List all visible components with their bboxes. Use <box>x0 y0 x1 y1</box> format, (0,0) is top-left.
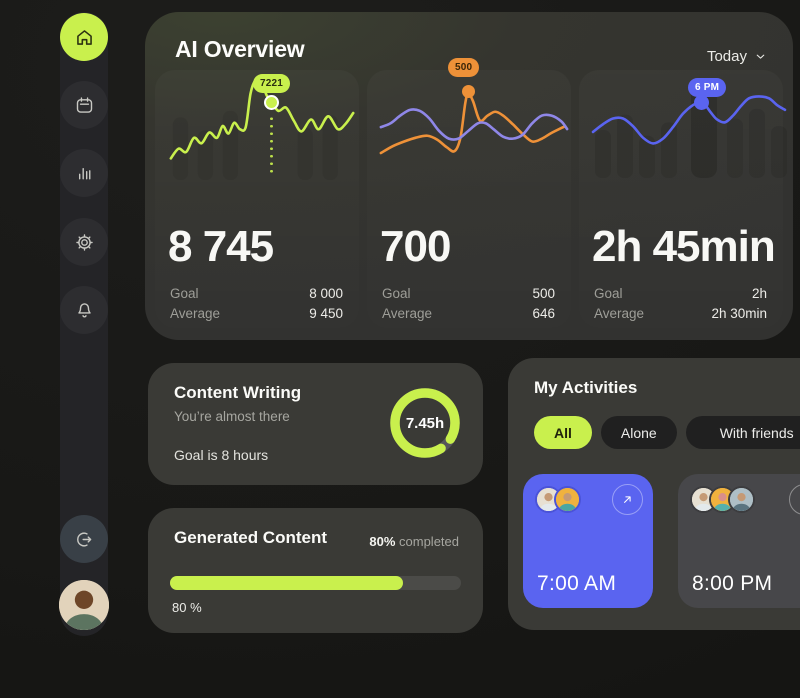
avatar-group <box>535 486 581 513</box>
stat-value: 8 745 <box>168 222 274 271</box>
stat-value: 2h 45min <box>592 222 776 271</box>
average-value: 646 <box>532 306 555 321</box>
my-activities-card: My Activities All Alone With friends 7:0… <box>508 358 800 630</box>
goal-text: Goal is 8 hours <box>174 447 269 463</box>
average-label: Average <box>170 306 221 321</box>
card-title: Content Writing <box>174 383 302 402</box>
spark-dot-1 <box>264 95 279 110</box>
average-label: Average <box>382 306 433 321</box>
stat-card-output: 8 745 Goal 8 000 Average 9 450 <box>155 70 359 328</box>
period-selector[interactable]: Today <box>707 48 767 65</box>
time-label: 7:00 AM <box>537 572 617 595</box>
completed-label: 80% completed <box>369 534 459 549</box>
arrow-up-right-icon <box>624 496 631 503</box>
spark-badge-3: 6 PM <box>688 78 727 97</box>
goal-value: 2h <box>751 286 767 301</box>
ring-label: 7.45h <box>405 414 445 432</box>
person-avatar <box>554 486 581 513</box>
stat-rows: Goal 2h Average 2h 30min <box>594 284 767 324</box>
gear-icon <box>75 233 93 251</box>
period-label: Today <box>706 48 747 65</box>
activity-tile-8pm[interactable]: 8:00 PM <box>678 474 800 608</box>
calendar-icon <box>76 96 92 113</box>
spark-chart-generated <box>377 82 571 178</box>
card-subtitle: You’re almost there <box>174 409 290 424</box>
goal-value: 8 000 <box>309 286 343 301</box>
generated-content-card: Generated Content 80% completed 80 % <box>148 508 483 633</box>
sidebar-item-statistics[interactable] <box>60 149 108 197</box>
stat-value: 700 <box>380 222 451 271</box>
goal-value: 500 <box>532 286 555 301</box>
spark-dot-3 <box>694 95 709 110</box>
spark-badge-1: 7221 <box>253 74 291 93</box>
average-label: Average <box>594 306 645 321</box>
goal-label: Goal <box>594 286 623 301</box>
person-avatar <box>728 486 755 513</box>
ring-progress: 7.45h <box>387 385 463 461</box>
completed-word: completed <box>399 534 459 549</box>
avatar-group <box>690 486 755 513</box>
card-title: Generated Content <box>174 528 328 547</box>
sidebar-item-settings[interactable] <box>60 218 108 266</box>
time-label: 8:00 PM <box>692 572 773 595</box>
bell-icon <box>77 302 91 317</box>
activity-tile-7am[interactable]: 7:00 AM <box>523 474 653 608</box>
user-avatar-photo <box>59 580 109 630</box>
goal-label: Goal <box>382 286 411 301</box>
overview-panel: AI Overview Today 8 745 Goal 8 000 Averag… <box>145 12 793 340</box>
chevron-down-icon <box>756 54 765 59</box>
tab-alone[interactable]: Alone <box>600 416 677 449</box>
goal-label: Goal <box>170 286 199 301</box>
activity-tabs: All Alone With friends <box>534 416 800 449</box>
progress-fill <box>170 576 403 590</box>
spark-dot-2 <box>462 85 475 98</box>
open-activity-button[interactable] <box>789 484 800 515</box>
logout-button[interactable] <box>60 515 108 563</box>
bar-chart-icon <box>78 167 90 179</box>
sidebar-item-notifications[interactable] <box>60 286 108 334</box>
page-title: AI Overview <box>175 36 305 62</box>
logout-icon <box>76 532 91 546</box>
open-activity-button[interactable] <box>612 484 643 515</box>
content-writing-card: Content Writing You’re almost there Goal… <box>148 363 483 485</box>
average-value: 2h 30min <box>711 306 767 321</box>
stat-rows: Goal 500 Average 646 <box>382 284 555 324</box>
tab-with-friends[interactable]: With friends <box>685 416 800 449</box>
stat-card-generated: 700 Goal 500 Average 646 <box>367 70 571 328</box>
progress-percent-label: 80 % <box>172 600 202 615</box>
user-avatar[interactable] <box>59 580 109 630</box>
home-icon <box>76 29 92 45</box>
stat-rows: Goal 8 000 Average 9 450 <box>170 284 343 324</box>
completed-percent: 80% <box>369 534 396 549</box>
stat-card-duration: 2h 45min Goal 2h Average 2h 30min <box>579 70 783 328</box>
ring-fill <box>390 388 460 458</box>
tab-all[interactable]: All <box>534 416 592 449</box>
progress-bar <box>170 576 461 590</box>
average-value: 9 450 <box>309 306 343 321</box>
sidebar-item-home[interactable] <box>60 13 108 61</box>
spark-badge-2: 500 <box>448 58 480 77</box>
dotted-drop-line <box>270 115 273 175</box>
spark-chart-duration <box>589 84 787 178</box>
sidebar-item-calendar[interactable] <box>60 81 108 129</box>
card-title: My Activities <box>534 378 638 397</box>
spark-chart-output <box>167 72 359 180</box>
